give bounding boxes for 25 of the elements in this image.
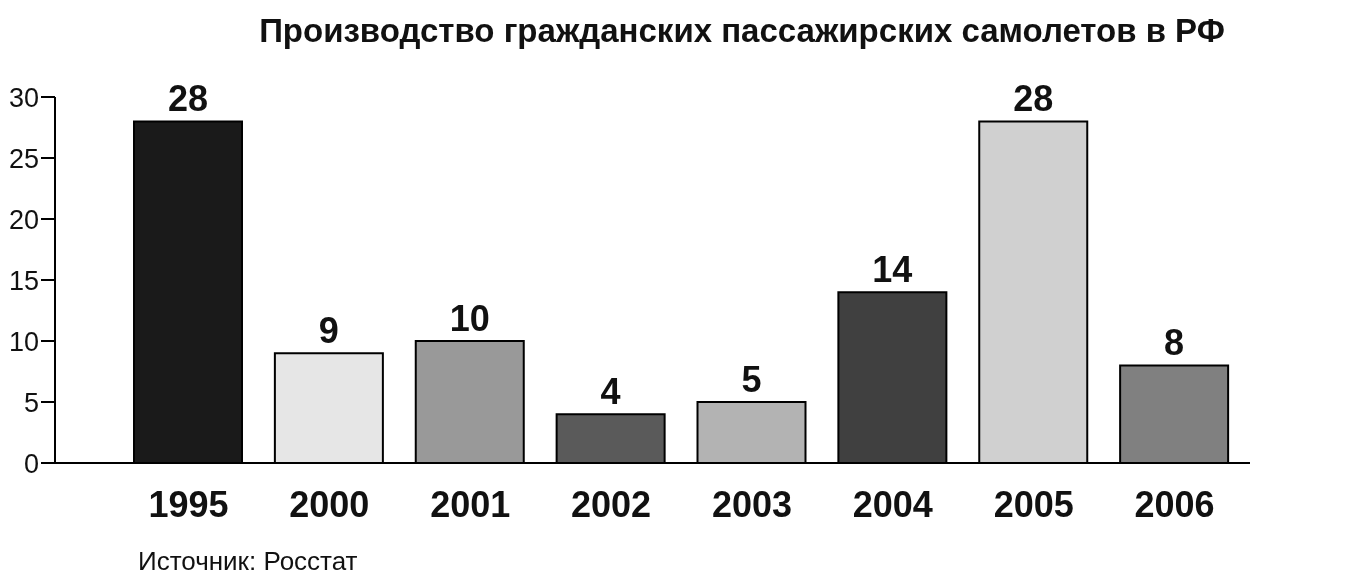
x-tick-label: 2005 [993,483,1074,525]
data-label: 9 [318,310,339,352]
text: Источник: Росстат [138,546,358,577]
y-tick-label: 30 [8,82,39,113]
y-tick-label: 15 [8,265,39,296]
x-tick-label: 2006 [1134,483,1215,525]
y-tick-label: 0 [23,448,39,479]
y-tick-label: 20 [8,204,39,235]
data-label: 4 [600,371,621,413]
chart-title: Производство гражданских пассажирских самолетов в РФ [258,12,1226,50]
data-label: 5 [741,359,762,400]
x-tick-label: 1995 [148,483,229,525]
x-tick-label: 2000 [289,483,370,525]
y-tick-label: 25 [8,143,39,174]
y-tick-label: 5 [23,387,39,418]
x-tick-label: 2001 [430,483,511,525]
y-tick-label: 10 [8,326,39,357]
data-label: 28 [1013,78,1054,120]
data-label: 14 [872,249,913,291]
x-tick-label: 2002 [571,483,652,525]
x-tick-label: 2004 [852,483,933,525]
data-label: 8 [1164,322,1185,364]
data-label: 28 [167,78,209,120]
x-tick-label: 2003 [711,483,792,525]
data-label: 10 [449,298,490,339]
